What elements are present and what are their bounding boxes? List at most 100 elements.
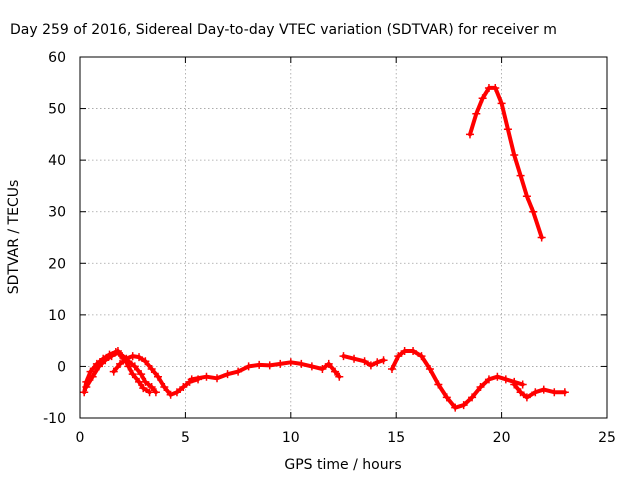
data-point [459, 401, 468, 410]
data-point [476, 383, 485, 392]
series-arc-2 [82, 346, 160, 397]
data-point [516, 388, 525, 397]
data-point [516, 171, 525, 180]
y-tick-label: 40 [48, 153, 66, 169]
data-point [497, 99, 506, 108]
data-point [244, 362, 253, 371]
data-point [478, 94, 487, 103]
series-arc-4 [187, 358, 344, 384]
data-point [137, 370, 146, 379]
x-tick-label: 0 [76, 430, 85, 446]
data-point [510, 150, 519, 159]
data-point [297, 359, 306, 368]
data-point [202, 372, 211, 381]
y-tick-label: 10 [48, 308, 66, 324]
data-point [360, 357, 369, 366]
x-tick-label: 15 [387, 430, 405, 446]
y-tick-label: 20 [48, 256, 66, 272]
data-point [468, 393, 477, 402]
data-point [465, 130, 474, 139]
data-point [501, 375, 510, 384]
data-point [147, 365, 156, 374]
data-point [484, 375, 493, 384]
data-point [318, 365, 327, 374]
data-point [166, 390, 175, 399]
data-point [409, 346, 418, 355]
data-point [179, 383, 188, 392]
data-point [350, 354, 359, 363]
data-point [147, 383, 156, 392]
data-point [493, 372, 502, 381]
data-point [442, 393, 451, 402]
x-tick-label: 25 [598, 430, 616, 446]
data-point [88, 372, 97, 381]
data-point [128, 352, 137, 361]
tick-labels: 0 5 10 15 20 25 -10 0 10 20 30 40 50 60 [43, 50, 616, 446]
data-point [434, 380, 443, 389]
x-tick-label: 20 [493, 430, 511, 446]
data-point [82, 383, 91, 392]
data-point [324, 359, 333, 368]
data-point [522, 192, 531, 201]
data-point [425, 365, 434, 374]
data-point [387, 365, 396, 374]
data-point [366, 361, 375, 370]
series-line [512, 382, 567, 400]
data-point [286, 358, 295, 367]
x-tick-label: 5 [181, 430, 190, 446]
data-point [331, 367, 340, 376]
data-point [172, 388, 181, 397]
x-tick-label: 10 [282, 430, 300, 446]
axis-ticks [79, 56, 608, 419]
data-layer [80, 83, 569, 412]
data-point [187, 375, 196, 384]
data-point [130, 362, 139, 371]
series-line [189, 360, 342, 382]
data-point [394, 352, 403, 361]
y-tick-label: 50 [48, 102, 66, 118]
data-point [529, 207, 538, 216]
data-point [510, 380, 519, 389]
data-point [472, 109, 481, 118]
data-point [379, 356, 388, 365]
data-point [160, 383, 169, 392]
y-axis-label: SDTVAR / TECUs [6, 180, 22, 295]
data-point [539, 385, 548, 394]
y-tick-label: -10 [43, 411, 66, 427]
series-arc-7 [510, 380, 569, 402]
series-arc-8 [465, 83, 546, 242]
grid [80, 57, 607, 418]
data-point [522, 393, 531, 402]
data-point [307, 362, 316, 371]
data-point [139, 384, 148, 393]
y-tick-label: 0 [57, 359, 66, 375]
data-point [531, 388, 540, 397]
data-point [265, 361, 274, 370]
y-tick-label: 30 [48, 205, 66, 221]
data-point [118, 352, 127, 361]
data-point [153, 372, 162, 381]
data-point [537, 233, 546, 242]
data-point [122, 354, 131, 363]
x-axis-label: GPS time / hours [284, 457, 401, 473]
data-point [86, 367, 95, 376]
data-point [255, 360, 264, 369]
data-point [560, 388, 569, 397]
data-point [113, 346, 122, 355]
data-point [223, 370, 232, 379]
data-point [107, 352, 116, 361]
series-line [84, 349, 158, 395]
data-point [400, 346, 409, 355]
data-point [276, 359, 285, 368]
data-point [373, 358, 382, 367]
series-line [468, 85, 544, 240]
data-point [151, 388, 160, 397]
data-point [550, 388, 559, 397]
data-point [128, 370, 137, 379]
data-point [109, 367, 118, 376]
y-tick-label: 60 [48, 50, 66, 66]
data-point [335, 372, 344, 381]
data-point [234, 367, 243, 376]
data-point [94, 362, 103, 371]
